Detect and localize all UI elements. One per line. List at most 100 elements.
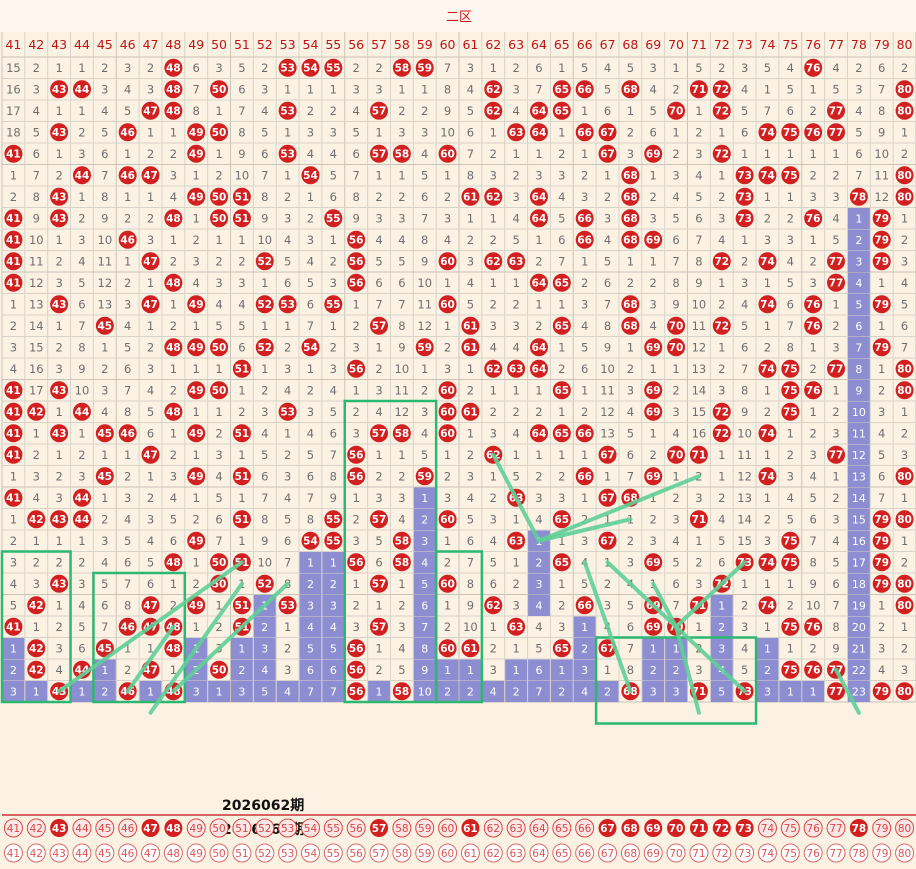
miss-count: 2 xyxy=(832,168,839,182)
hit-ball-number: 56 xyxy=(349,471,364,483)
selector-ball-45[interactable] xyxy=(95,843,115,863)
hit-ball-49 xyxy=(187,123,206,142)
miss-count: 7 xyxy=(421,211,428,225)
miss-count: 1 xyxy=(490,469,497,483)
selector-ball-49[interactable] xyxy=(186,843,206,863)
miss-count: 1 xyxy=(810,405,817,419)
miss-count: 3 xyxy=(330,125,337,139)
hit-ball-66 xyxy=(575,80,594,99)
miss-count: 3 xyxy=(627,383,634,397)
miss-count: 2 xyxy=(284,448,291,462)
miss-count: 5 xyxy=(718,534,725,548)
miss-count: 1 xyxy=(10,469,17,483)
miss-count: 1 xyxy=(261,319,268,333)
hit-ball-number: 74 xyxy=(760,299,775,311)
hit-ball-number: 79 xyxy=(874,342,889,354)
selector-ball-48[interactable] xyxy=(163,843,183,863)
miss-count: 1 xyxy=(512,512,519,526)
miss-count: 2 xyxy=(718,190,725,204)
miss-count: 1 xyxy=(558,297,565,311)
miss-count: 7 xyxy=(467,555,474,569)
hit-ball-51 xyxy=(232,209,251,228)
miss-count: 2 xyxy=(764,512,771,526)
miss-count: 3 xyxy=(444,362,451,376)
hit-ball-number: 43 xyxy=(52,84,67,96)
hit-ball-79 xyxy=(872,574,891,593)
miss-count: 1 xyxy=(78,426,85,440)
selector-ball-51[interactable] xyxy=(232,843,252,863)
hit-ball-71 xyxy=(689,510,708,529)
miss-count: 7 xyxy=(672,598,679,612)
miss-bar-cell xyxy=(322,573,345,595)
miss-count: 3 xyxy=(353,340,360,354)
hit-ball-45 xyxy=(95,467,114,486)
hit-ball-70 xyxy=(667,445,686,464)
miss-count: 1 xyxy=(101,340,108,354)
column-header-62: 62 xyxy=(485,37,501,52)
miss-count: 6 xyxy=(604,276,611,290)
selector-ball-54[interactable] xyxy=(300,843,320,863)
miss-count: 7 xyxy=(353,168,360,182)
hit-ball-number: 47 xyxy=(143,450,158,462)
column-header-50: 50 xyxy=(211,37,227,52)
miss-count: 3 xyxy=(238,276,245,290)
selector-ball-number: 79 xyxy=(875,848,888,860)
miss-count: 1 xyxy=(124,448,131,462)
hit-ball-67 xyxy=(598,531,617,550)
miss-count: 4 xyxy=(307,147,314,161)
hit-ball-number: 79 xyxy=(874,235,889,247)
draw-ball-43 xyxy=(50,819,69,837)
miss-count: 3 xyxy=(170,469,177,483)
miss-bar-count: 1 xyxy=(855,212,862,225)
miss-bar-cell xyxy=(299,616,322,638)
selector-ball-47[interactable] xyxy=(141,843,161,863)
miss-count: 12 xyxy=(417,319,432,333)
selector-ball-50[interactable] xyxy=(209,843,229,863)
miss-count: 3 xyxy=(124,297,131,311)
miss-bar-count: 2 xyxy=(558,685,565,698)
selector-ball-41[interactable] xyxy=(3,843,23,863)
miss-count: 8 xyxy=(193,104,200,118)
miss-count: 3 xyxy=(695,577,702,591)
hit-ball-number: 48 xyxy=(166,106,181,118)
miss-count: 3 xyxy=(101,383,108,397)
miss-count: 6 xyxy=(627,620,634,634)
hit-ball-50 xyxy=(210,660,229,679)
miss-count: 2 xyxy=(650,512,657,526)
selector-ball-52[interactable] xyxy=(255,843,275,863)
miss-count: 2 xyxy=(490,491,497,505)
miss-count: 4 xyxy=(695,168,702,182)
hit-ball-77 xyxy=(827,359,846,378)
selector-ball-53[interactable] xyxy=(278,843,298,863)
selector-ball-43[interactable] xyxy=(49,843,69,863)
miss-bar-cell xyxy=(528,552,550,573)
footer-ball-56 xyxy=(346,818,366,838)
trend-line xyxy=(834,667,861,715)
selector-ball-55[interactable] xyxy=(323,843,343,863)
column-header-63: 63 xyxy=(508,37,524,52)
miss-count: 8 xyxy=(467,168,474,182)
hit-ball-75 xyxy=(781,531,800,550)
hit-ball-number: 62 xyxy=(486,192,501,204)
trend-line xyxy=(582,560,633,694)
hit-ball-59 xyxy=(415,58,434,77)
selector-ball-42[interactable] xyxy=(26,843,46,863)
selector-ball-44[interactable] xyxy=(72,843,92,863)
miss-count: 2 xyxy=(787,211,794,225)
selector-ball-number: 48 xyxy=(167,848,180,860)
hit-ball-number: 44 xyxy=(75,407,90,419)
miss-count: 10 xyxy=(874,147,889,161)
hit-ball-number: 64 xyxy=(532,127,547,139)
miss-bar-count: 3 xyxy=(193,685,200,698)
miss-count: 1 xyxy=(535,297,542,311)
hit-ball-number: 55 xyxy=(326,536,341,548)
miss-count: 10 xyxy=(98,233,113,247)
miss-bar-count: 3 xyxy=(855,255,862,268)
miss-bar-cell xyxy=(710,616,733,638)
selector-ball-46[interactable] xyxy=(118,843,138,863)
miss-count: 4 xyxy=(124,319,131,333)
miss-count: 2 xyxy=(901,555,908,569)
miss-count: 12 xyxy=(98,276,113,290)
hit-ball-number: 69 xyxy=(646,385,661,397)
hit-ball-49 xyxy=(187,467,206,486)
